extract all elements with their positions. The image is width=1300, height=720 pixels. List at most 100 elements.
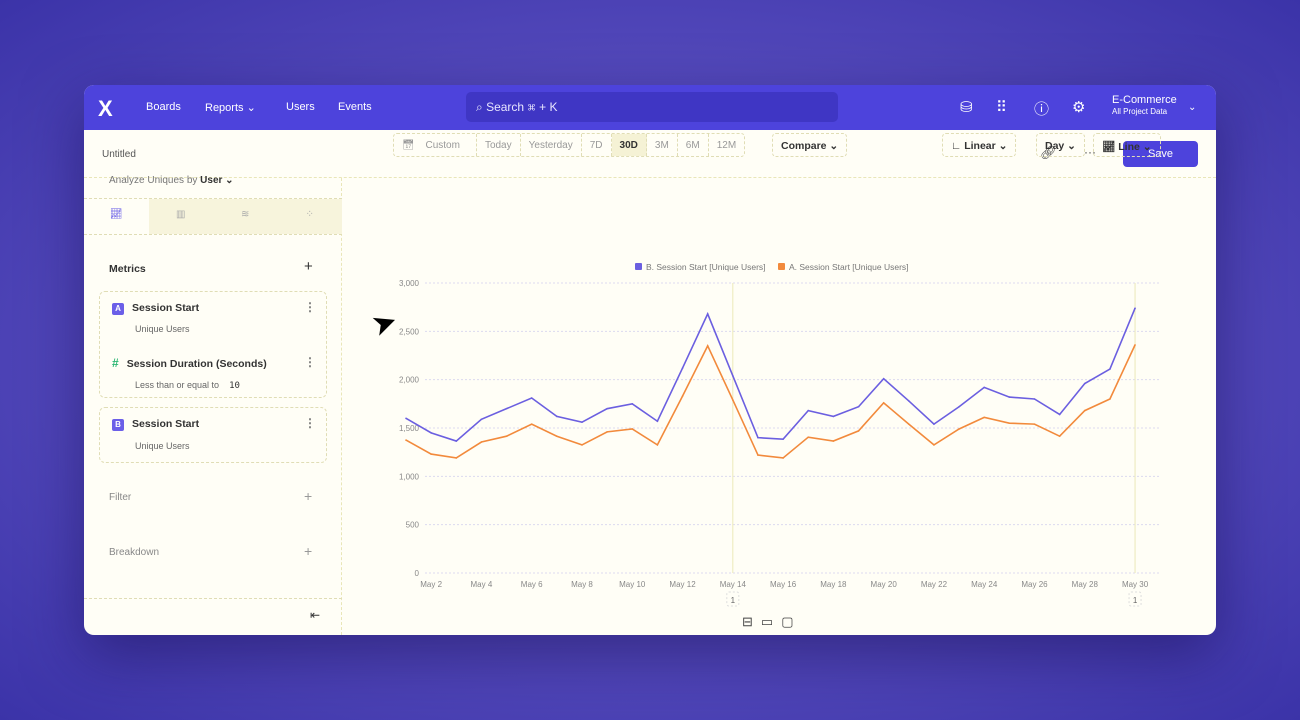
range-7d[interactable]: 7D (582, 134, 612, 156)
y-tick-label: 2,500 (399, 327, 420, 336)
project-selector[interactable]: E-Commerce All Project Data (1112, 94, 1177, 117)
nav-users[interactable]: Users (286, 101, 315, 113)
chart-type-value: Line ⌄ (1118, 141, 1152, 153)
data-point (556, 415, 558, 418)
data-point (1083, 382, 1086, 385)
data-point (958, 428, 960, 430)
y-tick-label: 3,000 (399, 279, 420, 288)
layout-table-icon[interactable]: ▢ (781, 614, 794, 629)
data-point (556, 435, 558, 438)
data-point (857, 405, 860, 408)
data-point (908, 423, 910, 425)
database-icon[interactable]: ⛁ (960, 99, 973, 116)
data-point (782, 438, 784, 440)
analyze-label: Analyze Uniques by (109, 175, 198, 186)
range-today[interactable]: Today (477, 134, 521, 156)
range-12m[interactable]: 12M (716, 140, 737, 151)
data-point (1058, 413, 1061, 416)
filter-menu-icon[interactable]: ⋮ (304, 355, 316, 369)
report-title[interactable]: Untitled (102, 149, 136, 160)
data-point (505, 435, 508, 438)
range-30d[interactable]: 30D (611, 134, 647, 156)
calendar-icon[interactable]: 📅︎ Custom (394, 134, 477, 156)
insights-line-chart-icon[interactable]: 📈︎ (109, 209, 123, 220)
metric-menu-icon[interactable]: ⋮ (304, 300, 316, 314)
metric-name: Session Start (132, 302, 200, 314)
data-point (1058, 435, 1061, 438)
x-tick-label: May 2 (420, 580, 442, 589)
y-tick-label: 2,000 (399, 376, 420, 385)
help-icon[interactable]: ⓘ (1034, 101, 1050, 118)
data-point (832, 415, 835, 418)
scale-dropdown[interactable]: ∟ Linear ⌄ (942, 133, 1017, 157)
collapse-panel-icon[interactable]: ⇤ (310, 608, 321, 622)
data-point (983, 416, 986, 419)
metric-menu-icon[interactable]: ⋮ (304, 416, 316, 430)
data-point (857, 430, 860, 432)
range-custom[interactable]: Custom (425, 140, 460, 151)
series-line-a (405, 343, 1136, 459)
retention-icon[interactable]: ⁘ (277, 199, 342, 234)
filter-operator[interactable]: Less than or equal to (135, 380, 220, 390)
search-icon: ⌕ (476, 100, 487, 114)
filter-value[interactable]: 10 (229, 381, 240, 391)
nav-events[interactable]: Events (338, 101, 372, 113)
chevron-down-icon[interactable]: ⌄ (1188, 102, 1197, 113)
metric-card-b[interactable]: B Session Start Unique Users ⋮ (99, 407, 327, 463)
metric-badge: A (112, 303, 124, 315)
data-point (1109, 398, 1111, 400)
legend-label: B. Session Start [Unique Users] (646, 262, 766, 272)
flows-icon[interactable]: ≋ (213, 199, 278, 234)
data-point (656, 420, 659, 423)
annotation-label: 1 (1133, 596, 1138, 605)
data-point (530, 423, 533, 425)
data-point (656, 444, 659, 446)
filter-heading: Filter (109, 492, 132, 503)
analyze-uniques[interactable]: Analyze Uniques by User ⌄ (109, 175, 234, 186)
data-point (455, 440, 458, 442)
range-6m[interactable]: 6M (678, 134, 709, 156)
x-tick-label: May 10 (619, 580, 646, 589)
analyze-value: User ⌄ (200, 175, 234, 186)
data-point (782, 457, 784, 459)
add-metric-button[interactable]: + (304, 258, 313, 275)
add-breakdown-button[interactable]: + (304, 543, 313, 559)
range-yesterday[interactable]: Yesterday (521, 134, 582, 156)
data-point (1134, 307, 1136, 309)
data-point (1134, 344, 1136, 346)
chart-type-dropdown[interactable]: 📈︎ Line ⌄ (1093, 133, 1161, 157)
apps-grid-icon[interactable]: ⠿ (996, 99, 1007, 116)
interval-dropdown[interactable]: Day ⌄ (1036, 133, 1085, 157)
data-point (455, 457, 458, 459)
data-point (908, 400, 910, 402)
data-point (1008, 396, 1011, 398)
nav-boards[interactable]: Boards (146, 101, 181, 113)
x-tick-label: May 14 (720, 580, 747, 589)
add-filter-button[interactable]: + (304, 488, 313, 504)
nav-reports[interactable]: Reports ⌄ (205, 102, 256, 114)
layout-chart-icon[interactable]: ▭ (760, 614, 774, 629)
metric-card-a[interactable]: A Session Start Unique Users ⋮ # Session D… (99, 291, 327, 398)
data-point (933, 444, 935, 446)
x-tick-label: May 18 (820, 580, 847, 589)
data-point (681, 395, 684, 397)
range-3m[interactable]: 3M (647, 134, 678, 156)
funnel-bar-icon[interactable]: ▥ (148, 199, 213, 234)
logo[interactable]: X (98, 96, 113, 121)
settings-gear-icon[interactable]: ⚙ (1072, 99, 1086, 116)
x-tick-label: May 22 (921, 580, 948, 589)
compare-dropdown[interactable]: Compare ⌄ (772, 133, 848, 157)
x-tick-label: May 4 (471, 580, 493, 589)
search-input[interactable]: ⌕ Search ⌘ + K (466, 92, 838, 122)
data-point (681, 367, 684, 369)
data-point (1033, 398, 1036, 400)
metric-sub: Unique Users (135, 324, 190, 334)
data-point (1109, 368, 1111, 370)
data-point (706, 345, 709, 347)
data-point (882, 377, 885, 380)
data-point (480, 418, 483, 421)
layout-split-icon[interactable]: ⊟ (742, 614, 753, 629)
x-tick-label: May 16 (770, 580, 797, 589)
data-point (430, 453, 432, 455)
